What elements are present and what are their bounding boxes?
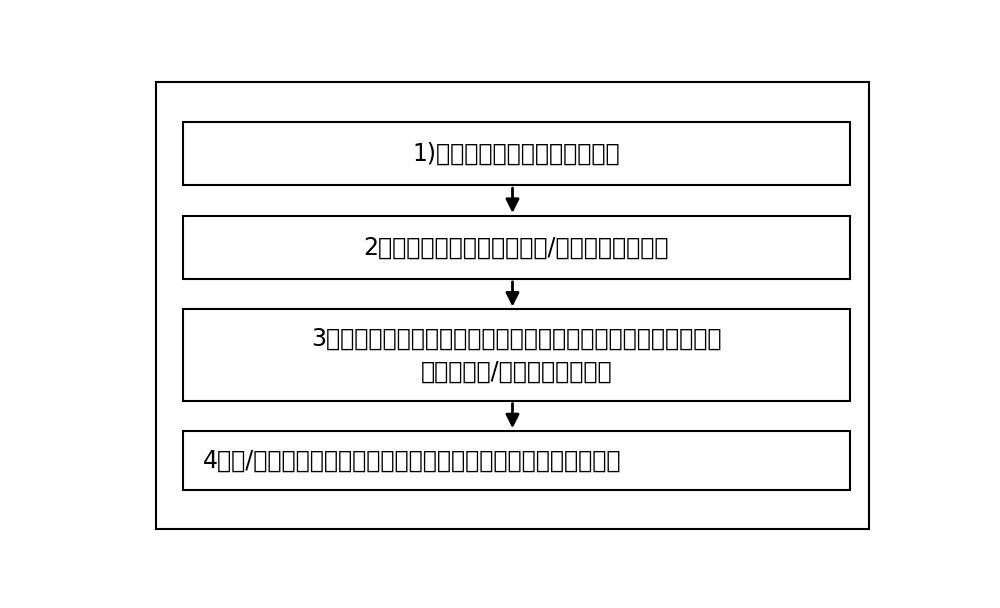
Bar bbox=[183, 431, 850, 489]
Text: 1)按源分类缓存寄存器访问请求: 1)按源分类缓存寄存器访问请求 bbox=[413, 142, 620, 166]
Bar bbox=[183, 309, 850, 401]
Text: 4）快/慢速寄存器访问环并行处理访问请求并返回寄存器访问应答: 4）快/慢速寄存器访问环并行处理访问请求并返回寄存器访问应答 bbox=[202, 448, 621, 472]
Text: 3）采用双环并行调度策略，根据权重分配和访问地址把缓存的请
求分配到快/慢速寄存器访问环: 3）采用双环并行调度策略，根据权重分配和访问地址把缓存的请 求分配到快/慢速寄存… bbox=[311, 326, 722, 384]
Text: 2）基于访问速度差异构建快/慢速寄存器访问环: 2）基于访问速度差异构建快/慢速寄存器访问环 bbox=[364, 235, 669, 260]
Bar bbox=[183, 122, 850, 185]
Bar bbox=[183, 216, 850, 279]
